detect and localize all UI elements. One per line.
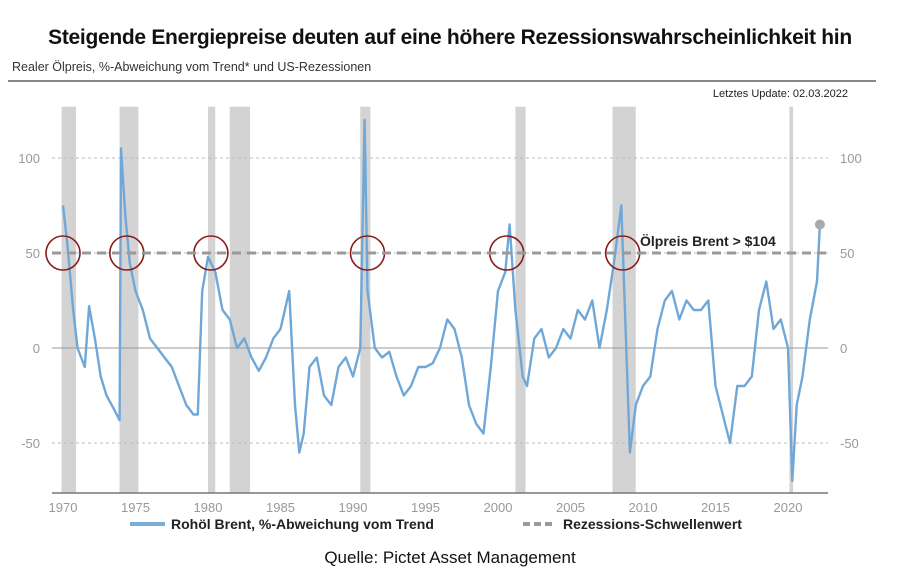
y-tick-label-right: -50 [840, 436, 859, 451]
legend-label-brent: Rohöl Brent, %-Abweichung vom Trend [171, 516, 434, 532]
recession-band [515, 106, 526, 493]
x-tick-label: 1975 [121, 500, 150, 515]
x-tick-label: 1990 [339, 500, 368, 515]
recession-band [61, 106, 77, 493]
x-tick-label: 1995 [411, 500, 440, 515]
chart-subtitle: Realer Ölpreis, %-Abweichung vom Trend* … [12, 60, 372, 74]
y-tick-label-left: 0 [33, 341, 40, 356]
y-tick-label-left: 50 [26, 246, 40, 261]
x-tick-label: 1970 [49, 500, 78, 515]
y-tick-label-left: -50 [21, 436, 40, 451]
source-note: Quelle: Pictet Asset Management [324, 548, 576, 567]
x-tick-label: 2000 [484, 500, 513, 515]
highlight-circle [45, 235, 81, 271]
recession-band [208, 106, 216, 493]
annotation-label: Ölpreis Brent > $104 [640, 233, 776, 249]
y-tick-label-right: 0 [840, 341, 847, 356]
x-tick-label: 1985 [266, 500, 295, 515]
x-tick-label: 2020 [774, 500, 803, 515]
series-line-brent [61, 118, 822, 483]
x-tick-label: 1980 [194, 500, 223, 515]
recession-band [360, 106, 371, 493]
y-tick-label-right: 50 [840, 246, 854, 261]
last-update: Letztes Update: 02.03.2022 [712, 88, 848, 100]
y-tick-label-left: 100 [18, 151, 40, 166]
y-tick-label-right: 100 [840, 151, 862, 166]
recession-band [229, 106, 251, 493]
x-tick-label: 2010 [629, 500, 658, 515]
chart-title: Steigende Energiepreise deuten auf eine … [48, 26, 852, 49]
legend: Rohöl Brent, %-Abweichung vom Trend Reze… [130, 516, 742, 532]
endpoint-marker [814, 219, 825, 230]
recession-band [789, 106, 794, 493]
x-tick-label: 2005 [556, 500, 585, 515]
x-tick-label: 2015 [701, 500, 730, 515]
legend-label-threshold: Rezessions-Schwellenwert [563, 516, 742, 532]
header-divider [8, 80, 876, 82]
